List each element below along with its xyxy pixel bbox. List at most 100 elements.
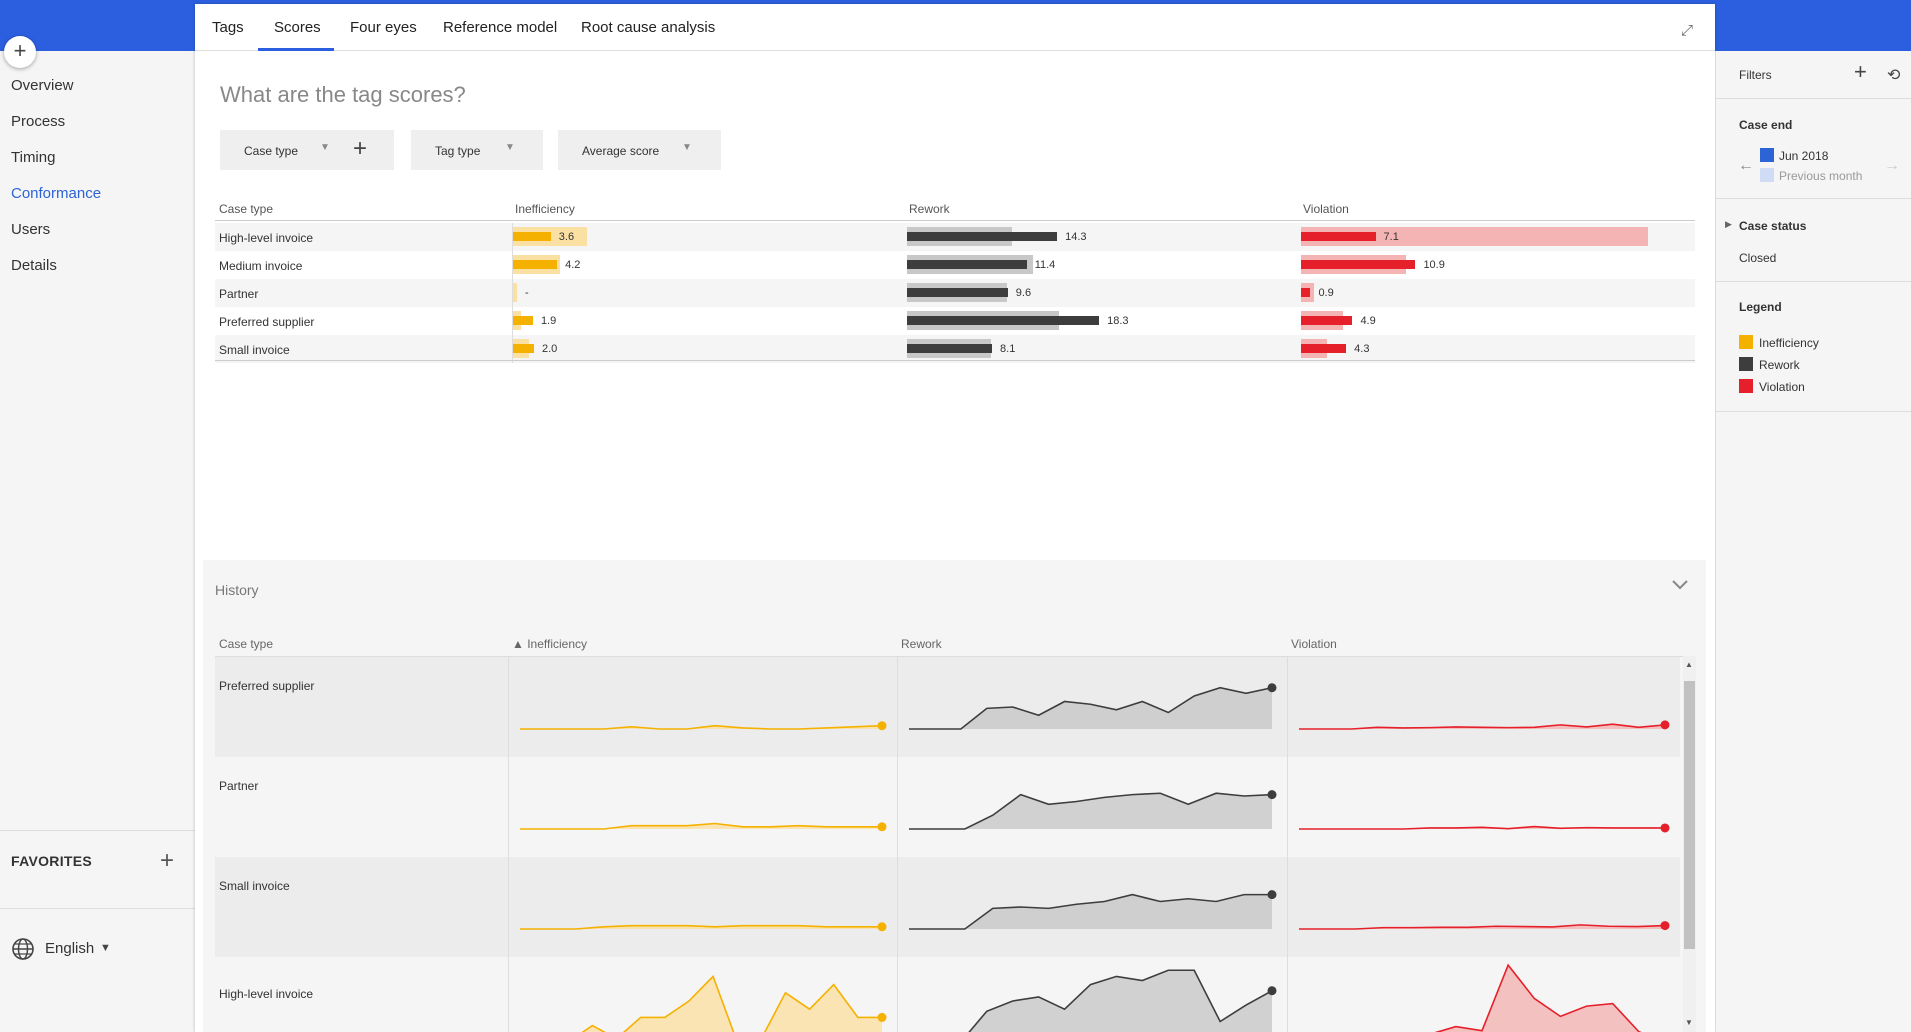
chevron-right-icon[interactable]: ▶ xyxy=(1725,219,1732,229)
divider xyxy=(1716,411,1911,412)
legend-swatch-violation xyxy=(1739,379,1753,393)
column-header[interactable]: ▲ Inefficiency xyxy=(512,637,588,651)
tab-tags[interactable]: Tags xyxy=(212,19,244,36)
inefficiency-bar xyxy=(513,260,558,269)
period-swatch xyxy=(1760,168,1774,182)
nav-item-overview[interactable]: Overview xyxy=(11,77,74,94)
row-label: Partner xyxy=(219,287,259,301)
violation-sparkline xyxy=(1434,963,1642,1032)
violation-bar xyxy=(1301,344,1347,353)
violation-value: 7.1 xyxy=(1383,231,1399,243)
table-row xyxy=(215,957,1680,1032)
nav-item-details[interactable]: Details xyxy=(11,257,57,274)
chevron-down-icon[interactable] xyxy=(1669,574,1691,596)
row-label: Medium invoice xyxy=(219,259,303,273)
period-swatch xyxy=(1760,148,1774,162)
divider xyxy=(508,656,509,1032)
tab-four-eyes[interactable]: Four eyes xyxy=(350,19,417,36)
page-title: What are the tag scores? xyxy=(220,82,466,107)
add-button[interactable]: + xyxy=(4,36,36,68)
rework-value: 11.4 xyxy=(1034,259,1056,271)
inefficiency-bar xyxy=(513,344,534,353)
add-favorite-button[interactable]: + xyxy=(160,847,175,874)
add-filter-button[interactable]: + xyxy=(1854,59,1867,84)
legend-label: Inefficiency xyxy=(1759,336,1819,350)
inefficiency-bar xyxy=(513,232,551,241)
violation-value: 4.9 xyxy=(1360,315,1376,327)
average-score-dropdown[interactable]: Average score ▼ xyxy=(558,130,721,170)
divider xyxy=(897,656,898,1032)
legend-swatch-rework xyxy=(1739,357,1753,371)
rework-bar xyxy=(907,288,1008,297)
legend-label: Violation xyxy=(1759,380,1805,394)
left-navigation: + Overview Process Timing Conformance Us… xyxy=(0,36,195,1032)
scrollbar[interactable]: ▲ ▼ xyxy=(1683,656,1696,1032)
divider xyxy=(1287,656,1288,1032)
chevron-down-icon[interactable]: ▼ xyxy=(100,942,111,954)
rework-sparkline xyxy=(909,890,1277,930)
divider xyxy=(512,223,513,251)
nav-item-users[interactable]: Users xyxy=(11,221,51,238)
case-status-value: Closed xyxy=(1739,251,1777,265)
rework-value: 18.3 xyxy=(1107,315,1129,327)
divider xyxy=(215,656,1695,657)
scroll-down-icon[interactable]: ▼ xyxy=(1685,1018,1693,1027)
divider xyxy=(0,830,195,831)
column-header: Violation xyxy=(1291,637,1337,651)
rework-sparkline xyxy=(909,790,1277,830)
rework-sparkline xyxy=(968,969,1277,1032)
table-row xyxy=(215,657,1680,757)
column-header: Rework xyxy=(901,637,942,651)
nav-item-process[interactable]: Process xyxy=(11,113,66,130)
divider xyxy=(215,360,1695,361)
column-header: Case type xyxy=(219,202,274,216)
tab-reference-model[interactable]: Reference model xyxy=(443,19,558,36)
violation-bar xyxy=(1301,260,1416,269)
case-type-dropdown[interactable]: Case type ▼ + xyxy=(220,130,394,170)
rework-bar xyxy=(907,344,993,353)
tab-scores[interactable]: Scores xyxy=(274,19,321,36)
divider xyxy=(512,251,513,279)
inefficiency-sparkline xyxy=(520,922,887,932)
expand-icon[interactable]: ⤢ xyxy=(1681,22,1694,39)
rework-value: 14.3 xyxy=(1065,231,1087,243)
divider xyxy=(512,335,513,363)
rework-value: 9.6 xyxy=(1015,287,1032,299)
tag-type-dropdown[interactable]: Tag type ▼ xyxy=(411,130,543,170)
column-header: Violation xyxy=(1303,202,1349,216)
violation-bar xyxy=(1301,316,1353,325)
case-end-label: Case end xyxy=(1739,118,1793,132)
rework-bar xyxy=(907,316,1100,325)
nav-item-timing[interactable]: Timing xyxy=(11,149,56,166)
legend-label: Rework xyxy=(1759,358,1800,372)
nav-item-conformance[interactable]: Conformance xyxy=(11,185,102,202)
legend-title: Legend xyxy=(1739,300,1782,314)
reset-icon[interactable]: ⟲ xyxy=(1887,67,1901,84)
divider xyxy=(1716,198,1911,199)
column-header: Case type xyxy=(219,637,274,651)
column-header: Rework xyxy=(909,202,950,216)
favorites-label: FAVORITES xyxy=(11,853,93,869)
scroll-up-icon[interactable]: ▲ xyxy=(1685,660,1693,669)
violation-bar xyxy=(1301,288,1311,297)
globe-icon[interactable] xyxy=(11,937,35,961)
panel-title: Filters xyxy=(1739,68,1772,82)
inefficiency-bar xyxy=(513,316,533,325)
violation-value: 10.9 xyxy=(1423,259,1445,271)
rework-bar xyxy=(907,260,1027,269)
section-title: History xyxy=(215,582,259,598)
filters-panel: Filters + ⟲ Case end ← Jun 2018 Previous… xyxy=(1716,51,1911,1032)
divider xyxy=(512,279,513,307)
arrow-right-icon[interactable]: → xyxy=(1884,157,1900,174)
case-status-label[interactable]: Case status xyxy=(1739,219,1807,233)
arrow-left-icon[interactable]: ← xyxy=(1738,157,1754,174)
tab-root-cause-analysis[interactable]: Root cause analysis xyxy=(581,19,716,36)
language-selector[interactable]: English xyxy=(45,940,95,957)
inefficiency-sparkline xyxy=(581,974,887,1032)
dropdown-label: Case type xyxy=(244,144,299,158)
add-icon[interactable]: + xyxy=(353,135,368,162)
row-label: Preferred supplier xyxy=(219,315,315,329)
divider xyxy=(0,908,195,909)
violation-sparkline xyxy=(1299,921,1670,931)
scroll-thumb[interactable] xyxy=(1684,681,1695,949)
